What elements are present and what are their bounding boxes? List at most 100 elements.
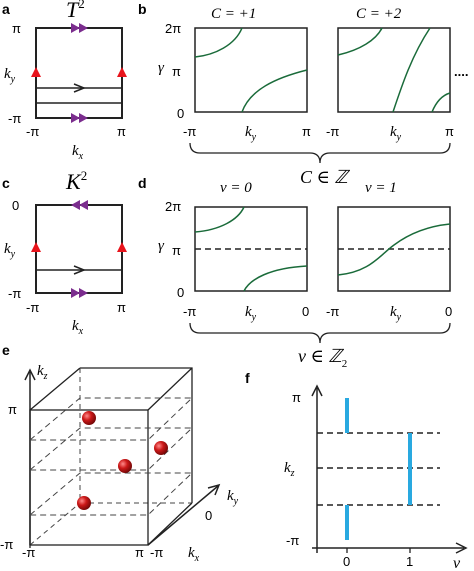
panel-c-ytick-bottom: -π — [8, 286, 21, 301]
panel-f-y-arrowhead-icon — [311, 384, 323, 397]
panel-e-ztick-pi: π — [8, 402, 17, 417]
panel-b-plot-2 — [337, 27, 451, 113]
panel-e-ytick-0: 0 — [205, 508, 212, 523]
panel-b-xtick-2-left: -π — [326, 124, 339, 139]
panel-b-curve-1b — [241, 69, 308, 113]
panel-d-label: d — [138, 175, 147, 191]
panel-c-xaxis-label: kx — [72, 318, 84, 337]
panel-d-subtitle-1: ν = 0 — [220, 180, 252, 196]
kz-axis-arrowhead-icon — [24, 368, 36, 381]
panel-d-xtick-2-right: 0 — [445, 304, 452, 319]
panel-e-kz-label: kz — [37, 363, 48, 382]
panel-a-yaxis-label: ky — [4, 66, 16, 85]
panel-d-xtick-1-right: 0 — [302, 304, 309, 319]
cube-hidden-diagonal — [29, 502, 81, 546]
panel-c-xtick-right: π — [117, 300, 126, 315]
panel-c-label: c — [2, 175, 10, 191]
panel-e-xtick-negpi: -π — [22, 545, 35, 560]
panel-b-subtitle-1: C = +1 — [211, 6, 256, 22]
weyl-point-sphere — [154, 441, 168, 455]
panel-a-xaxis-label: kx — [72, 143, 84, 162]
ky-axis-line — [147, 485, 219, 546]
panel-d-brace — [189, 322, 451, 344]
panel-d-curve-2 — [337, 223, 451, 276]
panel-b-curve-2b — [392, 27, 431, 113]
panel-f-xtick-0: 0 — [343, 554, 350, 569]
panel-f: f 0 1 ν π -π kz — [245, 370, 468, 571]
panel-b-xtick-1-left: -π — [183, 124, 196, 139]
panel-d-bracket-label: ν ∈ ℤ2 — [298, 346, 347, 370]
panel-e-ztick-negpi: -π — [0, 537, 13, 552]
panel-a: a T2 π -π -π π ky kx — [2, 0, 127, 162]
kz-plane-lower — [29, 472, 194, 516]
panel-b-xaxis-label-1: ky — [245, 124, 257, 143]
red-arrow-left-c-icon — [31, 242, 41, 252]
panel-b-ellipsis: .... — [454, 64, 468, 79]
panel-d-ytick-pi: π — [172, 243, 181, 258]
torus-square — [35, 27, 123, 119]
panel-a-ytick-top: π — [12, 21, 21, 36]
panel-a-title: T2 — [66, 0, 85, 22]
klein-loop-arrow-icon — [73, 265, 87, 275]
purple-double-arrow-top-icon — [71, 23, 88, 33]
panel-b-curve-1a — [194, 27, 243, 58]
red-arrow-right-icon — [117, 67, 127, 77]
panel-d-yaxis-label: γ — [158, 238, 165, 254]
panel-d-xaxis-label-2: ky — [390, 304, 402, 323]
panel-e-ky-label: ky — [227, 488, 239, 507]
panel-b-xtick-2-right: π — [445, 124, 454, 139]
panel-e: e kz ky — [0, 342, 239, 564]
panel-d-xaxis-label-1: ky — [245, 304, 257, 323]
panel-b-curve-2c — [431, 92, 451, 113]
panel-d: d ν = 0 ν = 1 γ 2π π 0 -π 0 -π 0 ky ky ν… — [138, 175, 452, 370]
panel-b-curve-2a — [337, 27, 383, 56]
panel-b-ytick-0: 0 — [177, 106, 184, 121]
panel-f-yaxis-label: kz — [284, 460, 295, 479]
cube-top-left-edge — [29, 367, 81, 411]
klein-square — [35, 204, 123, 294]
panel-f-ytick-negpi: -π — [286, 533, 299, 548]
panel-a-ytick-bottom: -π — [8, 111, 21, 126]
panel-d-ytick-2pi: 2π — [165, 199, 181, 214]
panel-d-subtitle-2: ν = 1 — [365, 180, 397, 196]
panel-f-label: f — [245, 370, 250, 386]
panel-a-xtick-left: -π — [26, 124, 39, 139]
panel-b-xtick-1-right: π — [302, 124, 311, 139]
loop-arrow-icon — [73, 83, 87, 93]
panel-d-ytick-0: 0 — [177, 285, 184, 300]
cube-top-right-edge — [147, 367, 193, 411]
panel-c-title: K2 — [65, 168, 87, 194]
panel-c-xtick-left: -π — [26, 300, 39, 315]
panel-b-xaxis-label-2: ky — [390, 124, 402, 143]
panel-b-bracket-label: C ∈ ℤ — [300, 167, 350, 187]
panel-c-ytick-top: 0 — [12, 198, 19, 213]
panel-b-plot-1 — [194, 27, 308, 113]
panel-d-xtick-1-left: -π — [183, 304, 196, 319]
panel-b-brace — [189, 142, 451, 164]
red-arrow-right-c-icon — [117, 242, 127, 252]
panel-e-kx-label: kx — [188, 545, 200, 564]
panel-c-yaxis-label: ky — [4, 241, 16, 260]
panel-b-yaxis-label: γ — [158, 60, 165, 76]
weyl-point-sphere — [118, 459, 132, 473]
panel-a-label: a — [2, 1, 10, 17]
red-arrow-left-icon — [31, 67, 41, 77]
panel-b-subtitle-2: C = +2 — [356, 6, 402, 22]
purple-double-arrow-top-reversed-icon — [71, 200, 88, 210]
weyl-point-sphere — [77, 496, 91, 510]
purple-double-arrow-bottom-icon — [71, 113, 88, 123]
panel-d-curve-1a — [194, 206, 245, 233]
panel-e-ytick-negpi: -π — [150, 545, 163, 560]
panel-e-xtick-pi: π — [135, 545, 144, 560]
kz-plane-middle — [29, 427, 194, 471]
panel-f-xtick-1: 1 — [406, 554, 413, 569]
panel-f-xaxis-label: ν — [453, 555, 461, 571]
panel-a-xtick-right: π — [117, 124, 126, 139]
panel-f-x-arrowhead-icon — [455, 542, 468, 554]
kz-plane-upper — [29, 397, 194, 441]
panel-b-label: b — [138, 1, 147, 17]
panel-c: c K2 0 -π -π π ky kx — [2, 168, 127, 337]
panel-d-curve-1b — [243, 265, 308, 292]
panel-b-ytick-pi: π — [172, 64, 181, 79]
